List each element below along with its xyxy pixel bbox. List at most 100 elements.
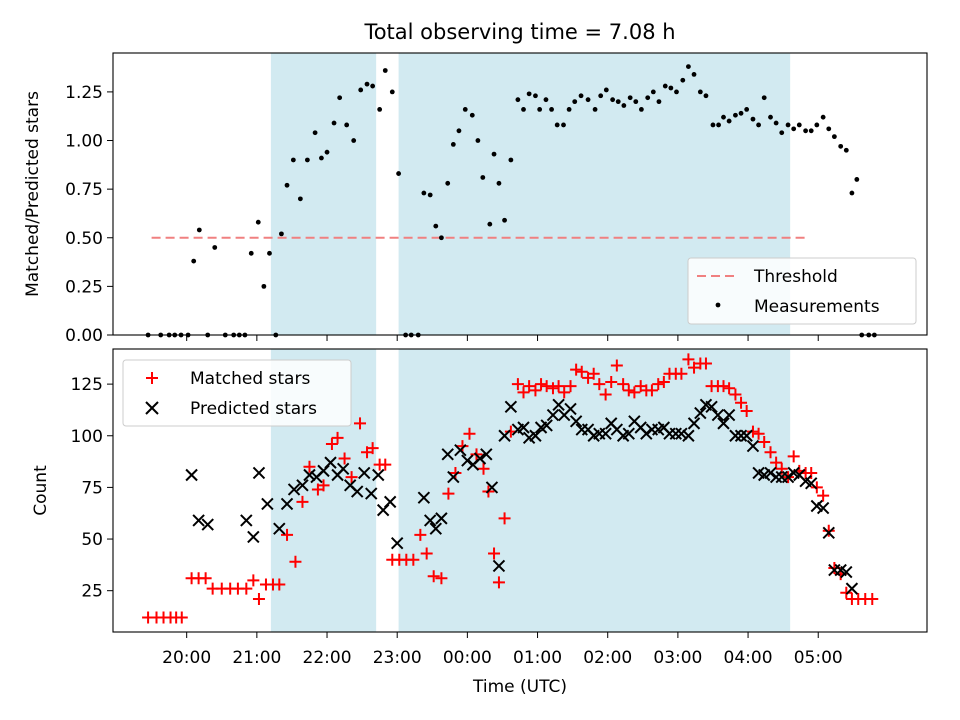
predicted-legend-swatch xyxy=(145,401,159,415)
threshold-legend-label: Threshold xyxy=(753,267,838,287)
ratio-window-0 xyxy=(270,53,377,335)
predicted-star-8 xyxy=(280,497,294,511)
measurement-point-17 xyxy=(267,250,272,256)
predicted-star-59 xyxy=(622,427,635,440)
measurement-point-34 xyxy=(377,107,383,112)
measurement-point-89 xyxy=(703,93,709,99)
predicted-star-2 xyxy=(201,518,214,531)
matched-star-38 xyxy=(414,528,427,541)
measurement-point-87 xyxy=(691,71,697,77)
count-xtick-label-7: 03:00 xyxy=(653,648,702,668)
measurement-point-88 xyxy=(697,89,703,95)
predicted-star-96 xyxy=(840,565,853,579)
matched-star-62 xyxy=(564,380,577,393)
predicted-star-43 xyxy=(529,429,542,442)
matched-star-43 xyxy=(449,466,462,479)
matched-star-70 xyxy=(610,359,623,372)
measurement-point-22 xyxy=(297,196,303,202)
matched-star-14 xyxy=(247,574,260,587)
measurement-point-66 xyxy=(566,107,572,112)
measurement-point-77 xyxy=(633,99,639,105)
matched-star-49 xyxy=(488,547,501,560)
predicted-star-10 xyxy=(296,479,309,492)
measurement-point-36 xyxy=(389,89,395,95)
predicted-star-25 xyxy=(417,491,431,504)
predicted-star-19 xyxy=(358,466,371,480)
predicted-star-11 xyxy=(303,468,316,482)
predicted-star-45 xyxy=(540,419,553,432)
matched-star-51 xyxy=(498,512,511,525)
count-panel: 25 50 75 100 125 20:00 21:00 22:00 23:00 00:00 01:… xyxy=(31,348,928,697)
measurement-point-76 xyxy=(627,95,633,101)
matched-star-27 xyxy=(338,452,351,465)
matched-star-64 xyxy=(575,365,588,378)
matched-star-81 xyxy=(675,367,688,380)
ratio-legend-box xyxy=(687,257,917,325)
measurement-point-109 xyxy=(820,114,826,120)
predicted-star-26 xyxy=(423,514,437,527)
predicted-star-38 xyxy=(498,429,511,442)
measurement-point-86 xyxy=(686,64,691,70)
ratio-ytick-label-4: 1.00 xyxy=(65,132,103,152)
predicted-star-46 xyxy=(546,408,560,422)
matched-star-42 xyxy=(442,487,455,500)
predicted-star-4 xyxy=(247,530,260,544)
predicted-star-73 xyxy=(705,400,718,414)
count-legend: Matched stars Predicted stars xyxy=(122,359,352,427)
predicted-star-6 xyxy=(261,497,274,511)
matched-star-8 xyxy=(199,572,212,585)
predicted-star-67 xyxy=(669,427,682,440)
measurement-point-83 xyxy=(668,85,674,91)
measurement-point-62 xyxy=(543,97,549,103)
measurement-point-25 xyxy=(319,155,324,161)
matched-star-55 xyxy=(523,380,536,393)
predicted-star-39 xyxy=(504,400,518,414)
ratio-legend: Threshold Measurements xyxy=(687,257,917,325)
measurement-point-43 xyxy=(433,223,439,229)
predicted-star-50 xyxy=(569,415,583,428)
matched-star-53 xyxy=(511,378,524,391)
count-ytick-label-1: 50 xyxy=(81,530,103,550)
predicted-star-16 xyxy=(336,462,350,476)
predicted-star-24 xyxy=(390,536,404,550)
predicted-star-68 xyxy=(675,427,688,440)
measurement-point-102 xyxy=(779,130,785,136)
predicted-star-70 xyxy=(687,417,701,430)
predicted-star-80 xyxy=(746,439,760,453)
matched-star-21 xyxy=(296,495,309,508)
measurement-point-101 xyxy=(773,120,779,126)
measurement-point-100 xyxy=(768,114,773,120)
matched-star-103 xyxy=(805,466,818,479)
measurement-point-20 xyxy=(284,182,290,188)
matched-star-39 xyxy=(420,547,433,560)
predicted-star-97 xyxy=(845,582,859,595)
measurement-point-72 xyxy=(603,87,609,93)
predicted-star-76 xyxy=(722,408,736,422)
measurement-point-75 xyxy=(621,103,627,108)
measurements-legend-swatch xyxy=(715,302,721,308)
predicted-star-69 xyxy=(682,429,695,442)
count-xtick-label-2: 22:00 xyxy=(303,648,352,668)
measurement-point-110 xyxy=(826,126,832,132)
matched-star-63 xyxy=(570,363,583,376)
measurement-point-64 xyxy=(554,122,560,128)
count-xtick-label-5: 01:00 xyxy=(513,648,562,668)
matched-star-69 xyxy=(605,376,618,389)
matched-star-82 xyxy=(682,353,695,366)
predicted-star-84 xyxy=(769,470,783,484)
predicted-star-9 xyxy=(287,483,301,496)
measurement-point-94 xyxy=(733,112,738,118)
matched-star-33 xyxy=(379,458,392,471)
figure-title: Total observing time = 7.08 h xyxy=(363,20,675,44)
matched-stars-points xyxy=(142,353,879,624)
predicted-star-1 xyxy=(192,514,205,527)
measurement-point-7 xyxy=(196,227,202,233)
count-xtick-label-6: 02:00 xyxy=(583,648,632,668)
matched-star-22 xyxy=(303,460,316,473)
matched-star-24 xyxy=(317,479,330,492)
measurement-point-115 xyxy=(854,177,860,182)
measurement-point-41 xyxy=(421,190,427,196)
predicted-star-92 xyxy=(816,501,830,515)
matched-star-72 xyxy=(622,384,635,397)
measurement-point-65 xyxy=(561,122,566,128)
